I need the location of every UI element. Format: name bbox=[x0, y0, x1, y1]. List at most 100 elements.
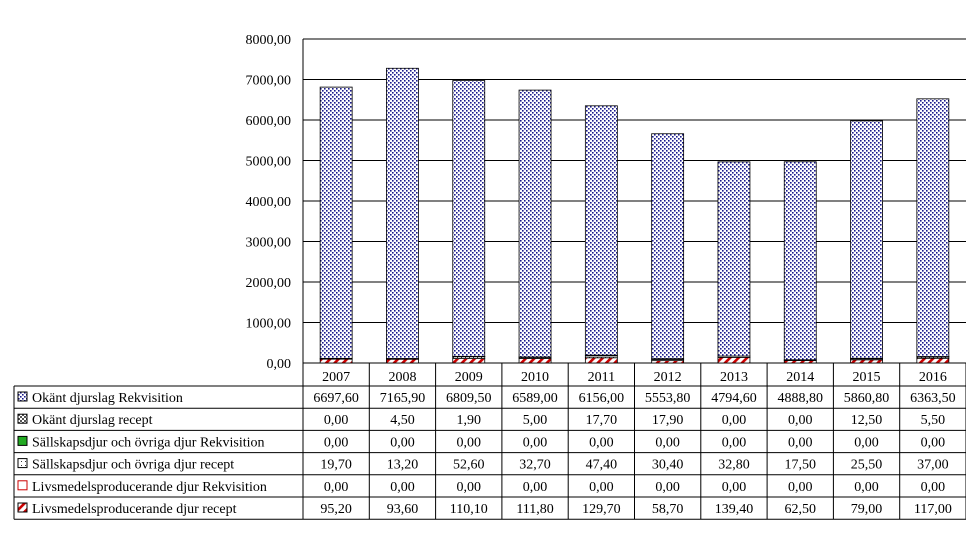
bar-segment bbox=[717, 356, 751, 364]
table-cell-value: 17,70 bbox=[586, 413, 618, 428]
table-cell-value: 47,40 bbox=[586, 458, 618, 473]
table-cell-value: 79,00 bbox=[851, 502, 883, 517]
table-cell-value: 5860,80 bbox=[844, 391, 890, 406]
table-cell-value: 0,00 bbox=[589, 480, 614, 495]
bar-segment bbox=[584, 357, 618, 364]
table-cell-value: 0,00 bbox=[390, 480, 415, 495]
table-cell-value: 0,00 bbox=[523, 435, 548, 450]
series-name: Livsmedelsproducerande djur Rekvisition bbox=[32, 480, 267, 495]
x-tick-label: 2011 bbox=[588, 370, 615, 385]
table-cell-value: 0,00 bbox=[324, 435, 349, 450]
table-cell-value: 4,50 bbox=[390, 413, 415, 428]
table-cell-value: 32,80 bbox=[718, 458, 750, 473]
y-tick-label: 8000,00 bbox=[246, 33, 292, 48]
table-cell-value: 5553,80 bbox=[645, 391, 691, 406]
bar-segment bbox=[518, 89, 552, 358]
table-cell-value: 4888,80 bbox=[778, 391, 824, 406]
table-cell-value: 6697,60 bbox=[313, 391, 359, 406]
bar-segment bbox=[651, 133, 685, 360]
table-cell-value: 111,80 bbox=[516, 502, 553, 517]
legend-key bbox=[17, 435, 28, 446]
series-name: Okänt djurslag Rekvisition bbox=[32, 391, 183, 406]
y-axis: 0,00 1000,00 2000,00 3000,00 4000,00 5000,00 6… bbox=[246, 33, 304, 372]
table-cell-value: 6363,50 bbox=[910, 391, 956, 406]
table-cell-value: 17,90 bbox=[652, 413, 684, 428]
table-cell-value: 30,40 bbox=[652, 458, 684, 473]
legend-key bbox=[17, 458, 28, 469]
series-name: Livsmedelsproducerande djur recept bbox=[32, 502, 237, 517]
bar-segment bbox=[319, 86, 353, 359]
bar-segment bbox=[916, 357, 950, 364]
series-name: Okänt djurslag recept bbox=[32, 413, 153, 428]
table-cell-value: 5,50 bbox=[921, 413, 946, 428]
y-tick-label: 6000,00 bbox=[246, 114, 292, 129]
x-tick-label: 2009 bbox=[455, 370, 483, 385]
table-cell-value: 129,70 bbox=[582, 502, 621, 517]
legend-key bbox=[17, 413, 28, 424]
x-tick-label: 2015 bbox=[853, 370, 881, 385]
legend-key bbox=[17, 480, 28, 491]
data-table: 2007 2008 2009 2010 2011 2012 2013 2014 2015 2016… bbox=[13, 363, 966, 520]
legend-key bbox=[17, 502, 28, 513]
bar-segment bbox=[717, 161, 751, 357]
table-cell-value: 6156,00 bbox=[579, 391, 625, 406]
x-tick-label: 2016 bbox=[919, 370, 947, 385]
series-name: Sällskapsdjur och övriga djur Rekvisitio… bbox=[32, 435, 265, 450]
table-cell-value: 62,50 bbox=[785, 502, 817, 517]
table-cell-value: 95,20 bbox=[320, 502, 352, 517]
table-cell-value: 0,00 bbox=[854, 480, 879, 495]
x-tick-label: 2012 bbox=[654, 370, 682, 385]
bar-segment bbox=[783, 161, 817, 361]
table-cell-value: 0,00 bbox=[457, 435, 482, 450]
table-cell-value: 0,00 bbox=[921, 480, 946, 495]
table-cell-value: 0,00 bbox=[655, 480, 680, 495]
bar-segment bbox=[319, 358, 353, 364]
table-cell-value: 19,70 bbox=[320, 458, 352, 473]
table-cell-value: 32,70 bbox=[519, 458, 551, 473]
table-cell-value: 52,60 bbox=[453, 458, 485, 473]
bar-segment bbox=[386, 358, 419, 364]
table-cell-value: 117,00 bbox=[914, 502, 952, 517]
bar-segment bbox=[916, 98, 950, 357]
table-cell-value: 110,10 bbox=[450, 502, 488, 517]
x-tick-label: 2013 bbox=[720, 370, 748, 385]
x-tick-label: 2014 bbox=[786, 370, 814, 385]
bar-segment bbox=[850, 120, 883, 359]
table-cell-value: 139,40 bbox=[715, 502, 754, 517]
bar-segment bbox=[386, 67, 419, 359]
table-cell-value: 0,00 bbox=[457, 480, 482, 495]
bars bbox=[319, 67, 950, 364]
table-cell-value: 0,00 bbox=[788, 480, 813, 495]
table-cell-value: 4794,60 bbox=[711, 391, 757, 406]
table-cell-value: 0,00 bbox=[722, 435, 747, 450]
table-cell-value: 0,00 bbox=[722, 480, 747, 495]
x-tick-label: 2007 bbox=[322, 370, 350, 385]
table-cell-value: 6589,00 bbox=[512, 391, 558, 406]
table-cell-value: 7165,90 bbox=[380, 391, 426, 406]
legend-key bbox=[17, 391, 28, 402]
table-cell-value: 0,00 bbox=[324, 480, 349, 495]
y-tick-label: 2000,00 bbox=[246, 276, 292, 291]
table-cell-value: 5,00 bbox=[523, 413, 548, 428]
table-cell-value: 0,00 bbox=[655, 435, 680, 450]
table-cell-value: 37,00 bbox=[917, 458, 949, 473]
y-tick-label: 3000,00 bbox=[246, 236, 292, 251]
table-cell-value: 0,00 bbox=[390, 435, 415, 450]
table-cell-value: 0,00 bbox=[788, 435, 813, 450]
bar-segment bbox=[850, 359, 883, 364]
series-name: Sällskapsdjur och övriga djur recept bbox=[32, 458, 234, 473]
table-cell-value: 0,00 bbox=[523, 480, 548, 495]
bar-segment bbox=[452, 358, 486, 364]
bar-segment bbox=[584, 105, 618, 356]
table-cell-value: 0,00 bbox=[722, 413, 747, 428]
x-tick-label: 2010 bbox=[521, 370, 549, 385]
table-cell-value: 0,00 bbox=[854, 435, 879, 450]
table-cell-value: 58,70 bbox=[652, 502, 684, 517]
table-cell-value: 0,00 bbox=[324, 413, 349, 428]
y-tick-label: 0,00 bbox=[267, 357, 292, 372]
x-tick-label: 2008 bbox=[388, 370, 416, 385]
table-cell-value: 13,20 bbox=[387, 458, 419, 473]
table-cell-value: 25,50 bbox=[851, 458, 883, 473]
table-cell-value: 0,00 bbox=[589, 435, 614, 450]
